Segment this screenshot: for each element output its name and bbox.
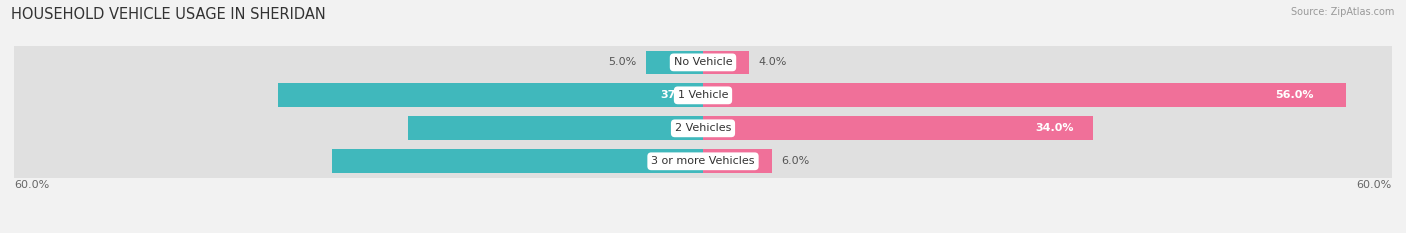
Bar bbox=[14, 79, 1392, 112]
Bar bbox=[332, 149, 703, 173]
Text: 2 Vehicles: 2 Vehicles bbox=[675, 123, 731, 133]
Text: 25.7%: 25.7% bbox=[673, 123, 711, 133]
Text: 32.3%: 32.3% bbox=[666, 156, 704, 166]
Text: 60.0%: 60.0% bbox=[1357, 180, 1392, 190]
Bar bbox=[703, 51, 749, 74]
Text: Source: ZipAtlas.com: Source: ZipAtlas.com bbox=[1291, 7, 1395, 17]
Text: 60.0%: 60.0% bbox=[14, 180, 49, 190]
Bar bbox=[278, 83, 703, 107]
Text: 56.0%: 56.0% bbox=[1275, 90, 1313, 100]
Bar bbox=[703, 149, 772, 173]
Text: HOUSEHOLD VEHICLE USAGE IN SHERIDAN: HOUSEHOLD VEHICLE USAGE IN SHERIDAN bbox=[11, 7, 326, 22]
Text: 34.0%: 34.0% bbox=[1035, 123, 1074, 133]
Bar bbox=[14, 46, 1392, 79]
Text: 1 Vehicle: 1 Vehicle bbox=[678, 90, 728, 100]
Text: 3 or more Vehicles: 3 or more Vehicles bbox=[651, 156, 755, 166]
Text: 6.0%: 6.0% bbox=[782, 156, 810, 166]
Bar bbox=[703, 116, 1094, 140]
Text: 5.0%: 5.0% bbox=[609, 57, 637, 67]
Bar bbox=[408, 116, 703, 140]
Bar bbox=[14, 145, 1392, 178]
Text: No Vehicle: No Vehicle bbox=[673, 57, 733, 67]
Bar bbox=[703, 83, 1346, 107]
Text: 4.0%: 4.0% bbox=[758, 57, 786, 67]
Text: 37.0%: 37.0% bbox=[661, 90, 699, 100]
Bar bbox=[14, 112, 1392, 145]
Bar bbox=[645, 51, 703, 74]
